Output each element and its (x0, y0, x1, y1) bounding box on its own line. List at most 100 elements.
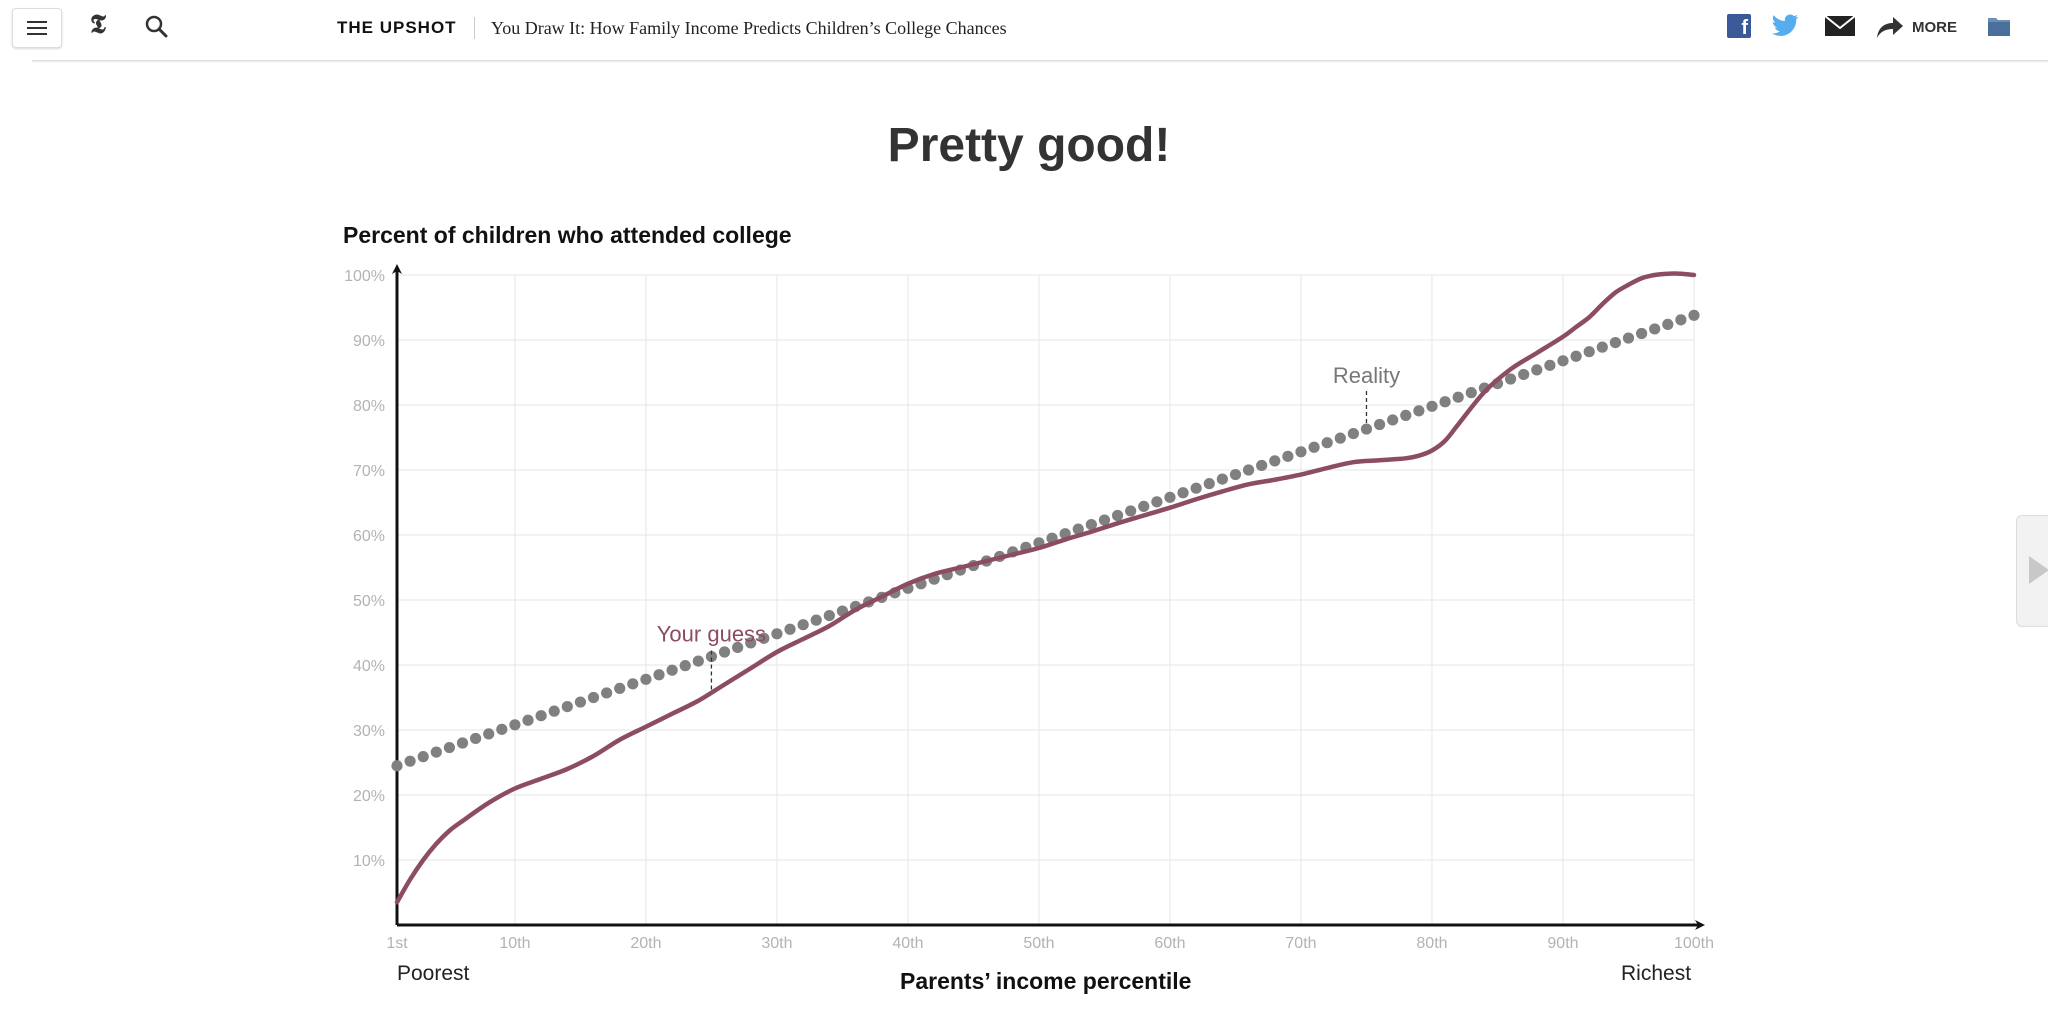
guess-dot (561, 701, 573, 713)
guess-dot (548, 705, 560, 717)
guess-dot (1400, 409, 1412, 421)
guess-dot (1413, 405, 1425, 417)
nyt-t-logo-icon[interactable]: 𝕿 (90, 10, 106, 40)
y-tick-label: 30% (353, 723, 385, 740)
x-tick-label: 80th (1416, 935, 1447, 952)
guess-dot (640, 673, 652, 685)
guess-dot (1531, 364, 1543, 376)
guess-dot (430, 746, 442, 758)
x-min-label: Poorest (397, 962, 470, 985)
y-tick-label: 10% (353, 853, 385, 870)
guess-dot (784, 623, 796, 635)
guess-dot (1609, 337, 1621, 349)
guess-dot (810, 614, 822, 626)
guess-dot (797, 619, 809, 631)
guess-dot (1256, 459, 1268, 472)
y-tick-label: 20% (353, 788, 385, 805)
guess-dot (653, 669, 665, 681)
guess-dot (1635, 327, 1648, 340)
your-guess-label: Your guess (657, 622, 766, 647)
x-tick-label: 40th (892, 935, 923, 952)
guess-dot (614, 682, 626, 695)
x-tick-label: 1st (386, 935, 408, 952)
guess-dot (1334, 432, 1346, 444)
y-tick-label: 60% (353, 528, 385, 545)
reality-line (394, 271, 1697, 905)
guess-dot (771, 628, 783, 640)
twitter-icon[interactable] (1772, 14, 1800, 38)
guess-dot (522, 714, 534, 726)
guess-dot (1504, 373, 1517, 385)
guess-dot (1452, 391, 1464, 403)
y-tick-label: 100% (344, 268, 385, 285)
next-article-tab[interactable] (2016, 515, 2048, 627)
x-axis-title: Parents’ income percentile (900, 968, 1192, 994)
guess-dot (1269, 455, 1281, 467)
more-share-button[interactable]: MORE (1912, 19, 1957, 36)
guess-dot (718, 646, 731, 658)
guess-dot (745, 637, 757, 649)
x-tick-label: 70th (1285, 935, 1316, 952)
article-title: You Draw It: How Family Income Predicts … (491, 18, 1007, 38)
next-arrow-icon (2029, 556, 2048, 584)
guess-dot (1518, 368, 1530, 381)
guess-dot (483, 728, 495, 740)
guess-dot (574, 696, 587, 708)
x-tick-label: 10th (499, 935, 530, 952)
guess-dot (1098, 514, 1111, 526)
y-tick-label: 80% (353, 398, 385, 415)
x-tick-label: 90th (1547, 935, 1578, 952)
guess-dot (391, 760, 403, 772)
guess-dot (1177, 487, 1189, 499)
email-icon[interactable] (1825, 14, 1855, 38)
facebook-icon[interactable]: f (1727, 14, 1751, 38)
guess-dot (535, 710, 547, 722)
guess-dot (758, 632, 770, 644)
x-max-label: Richest (1621, 962, 1692, 985)
guess-dot (1373, 418, 1386, 431)
y-tick-label: 50% (353, 593, 385, 610)
reality-label: Reality (1333, 363, 1400, 388)
guess-dot (1596, 341, 1608, 353)
chart-title: Percent of children who attended college (343, 222, 792, 248)
menu-button[interactable] (12, 8, 62, 48)
x-tick-label: 50th (1023, 935, 1054, 952)
guess-dot (679, 660, 691, 672)
result-heading: Pretty good! (887, 119, 1171, 172)
y-tick-label: 90% (353, 333, 385, 350)
guess-dot (1164, 491, 1176, 503)
guess-dot (404, 755, 416, 767)
guess-dot (1622, 332, 1635, 344)
guess-dot (1190, 482, 1202, 494)
guess-dot (443, 741, 456, 754)
guess-dot (1085, 519, 1097, 531)
guess-dot (732, 641, 744, 654)
magnifier-search-icon[interactable] (144, 14, 170, 40)
guess-dot (1242, 464, 1255, 476)
guess-dot (1387, 414, 1399, 426)
top-bar-shadow (32, 60, 2048, 63)
guess-dot (1426, 400, 1438, 412)
guess-dot (470, 732, 482, 745)
guess-dot (1439, 396, 1451, 408)
guess-dot (692, 655, 704, 667)
guess-dot (1229, 468, 1242, 481)
guess-dot (1282, 450, 1294, 462)
guess-dot (1072, 523, 1084, 535)
guess-dot (1111, 509, 1124, 522)
save-folder-icon[interactable] (1987, 14, 2011, 38)
share-arrow-icon[interactable] (1875, 14, 1905, 40)
y-tick-label: 70% (353, 463, 385, 480)
guess-dot (705, 650, 718, 663)
guess-dot (1321, 437, 1333, 449)
guess-dot (1295, 446, 1307, 458)
guess-dot (1688, 309, 1700, 321)
hamburger-menu-icon (27, 21, 47, 35)
guess-dot (1675, 314, 1687, 326)
section-name[interactable]: THE UPSHOT (337, 18, 457, 37)
guess-dot (1544, 359, 1556, 371)
guess-dot (417, 751, 429, 763)
guess-dot (1360, 423, 1373, 435)
guess-dot (1583, 346, 1595, 358)
